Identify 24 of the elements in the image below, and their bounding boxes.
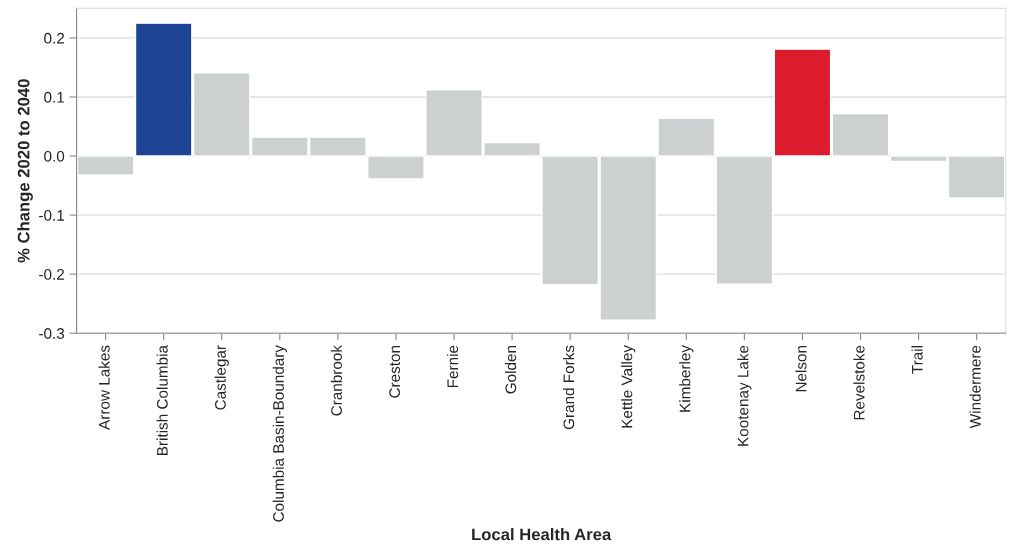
x-tick-label: Kootenay Lake	[737, 345, 752, 446]
y-axis-title: % Change 2020 to 2040	[17, 79, 33, 263]
x-tick-label: Golden	[504, 345, 517, 394]
x-tick-label: Revelstoke	[853, 345, 865, 420]
y-tick-label: -0.1	[39, 209, 65, 221]
x-tick-label: Cranbrook	[330, 344, 342, 416]
x-tick-label: Arrow Lakes	[98, 345, 110, 430]
x-tick-label: Fernie	[446, 345, 459, 388]
x-tick-label: Windermere	[969, 345, 981, 429]
y-tick-label: -0.2	[39, 269, 64, 280]
x-tick-label: Creston	[389, 345, 401, 398]
x-tick-label: Kimberley	[679, 345, 694, 412]
x-axis-title: Local Health Area	[472, 528, 612, 541]
x-tick-label: Grand Forks	[563, 345, 575, 430]
y-tick-label: 0.0	[44, 150, 65, 162]
x-tick-label: Trail	[911, 346, 923, 374]
y-tick-label: -0.3	[39, 328, 65, 339]
x-tick-label: Kettle Valley	[621, 345, 636, 428]
y-tick-label: 0.2	[44, 32, 64, 44]
x-tick-label: Nelson	[795, 346, 807, 392]
x-tick-label: Columbia Basin-Boundary	[272, 345, 287, 522]
x-tick-label: Castlegar	[214, 345, 229, 410]
x-tick-label: British Columbia	[156, 345, 168, 455]
y-tick-label: 0.1	[44, 91, 65, 103]
